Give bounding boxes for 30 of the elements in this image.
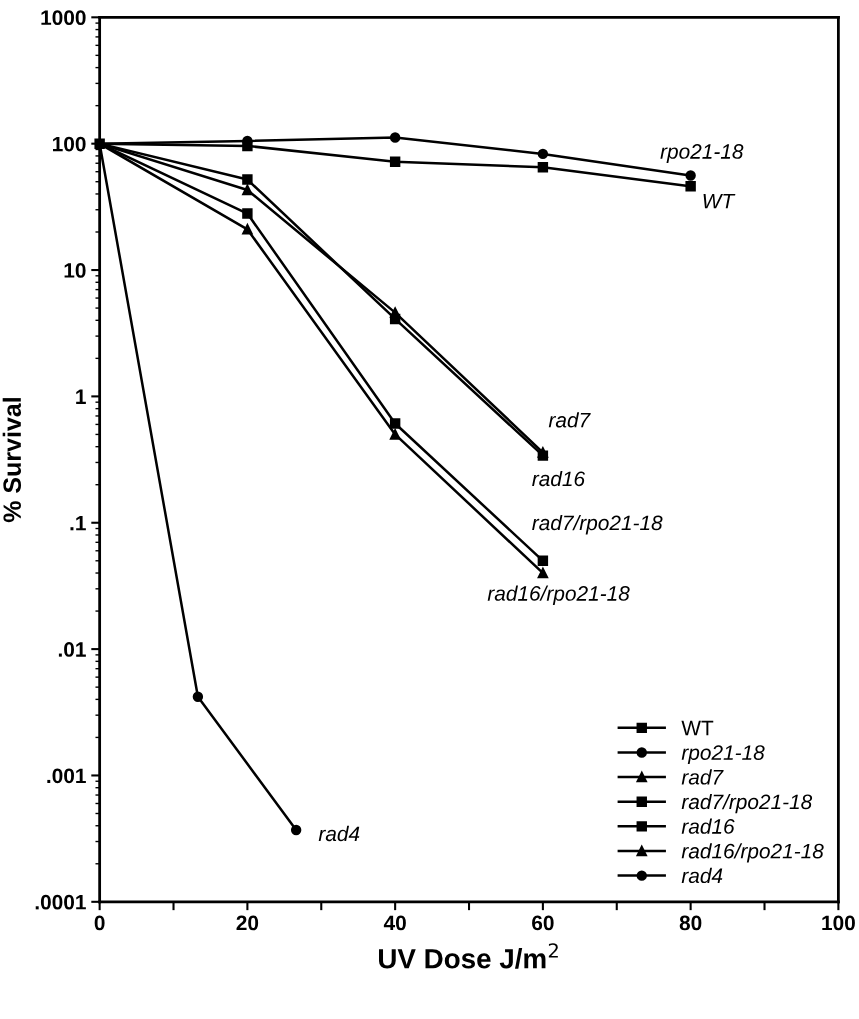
x-tick-label: 20 xyxy=(236,915,259,931)
y-tick-label: 1000 xyxy=(41,10,86,26)
x-tick-label: 0 xyxy=(94,915,105,931)
y-tick-label: 1 xyxy=(76,389,86,404)
y-tick-label: 10 xyxy=(64,263,86,278)
legend-label: rpo21-18 xyxy=(681,745,765,765)
annotation: rad7 xyxy=(548,412,591,428)
x-tick-label: 40 xyxy=(383,915,406,931)
annotation: WT xyxy=(703,194,736,209)
annotation: rad4 xyxy=(318,825,360,842)
legend-label: rad7 xyxy=(681,769,724,785)
y-tick-label: 100 xyxy=(53,136,86,152)
y-tick-label: .1 xyxy=(70,515,86,531)
annotation: rad7/rpo21-18 xyxy=(532,514,663,535)
y-tick-label: .01 xyxy=(58,642,86,657)
annotation: rpo21-18 xyxy=(660,144,744,163)
x-tick-label: 100 xyxy=(822,915,855,931)
annotation: rad16 xyxy=(532,470,586,487)
legend-label: WT xyxy=(681,720,714,736)
x-tick-label: 60 xyxy=(532,915,554,931)
y-tick-label: .001 xyxy=(47,768,86,784)
legend-label: rad16/rpo21-18 xyxy=(681,843,824,863)
annotation: rad16/rpo21-18 xyxy=(487,585,630,605)
x-tick-label: 80 xyxy=(679,915,702,931)
legend-label: rad7/rpo21-18 xyxy=(681,793,813,814)
legend-label: rad4 xyxy=(681,867,723,884)
x-axis-title: UV Dose J/m$^{2}$ xyxy=(379,943,558,969)
y-axis-title: % Survival xyxy=(2,398,22,523)
legend-label: rad16 xyxy=(681,818,735,834)
y-tick-label: .0001 xyxy=(35,894,86,910)
